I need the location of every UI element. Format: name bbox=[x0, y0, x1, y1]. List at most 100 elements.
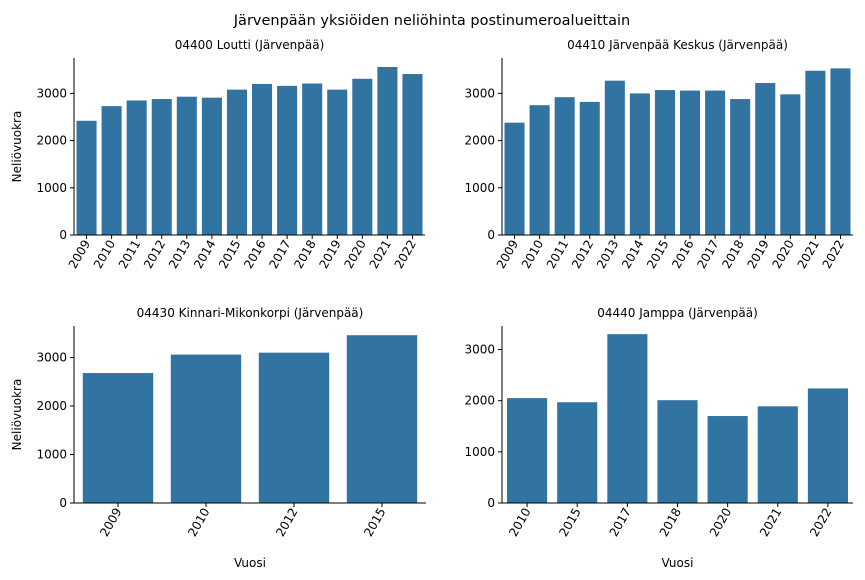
y-tick-label: 1000 bbox=[464, 445, 495, 459]
bar-2011 bbox=[126, 100, 147, 235]
x-tick-label: 2009 bbox=[66, 238, 93, 271]
x-tick-label: 2021 bbox=[757, 506, 784, 539]
y-tick-label: 3000 bbox=[464, 343, 495, 357]
y-tick-label: 1000 bbox=[36, 448, 67, 462]
x-tick-label: 2014 bbox=[619, 238, 646, 271]
bar-2012 bbox=[579, 101, 600, 235]
panel-title: 04430 Kinnari-Mikonkorpi (Järvenpää) bbox=[137, 306, 364, 320]
bar-2011 bbox=[554, 97, 575, 236]
bar-2017 bbox=[705, 90, 726, 236]
x-tick-label: 2020 bbox=[342, 238, 369, 271]
y-tick-label: 3000 bbox=[36, 351, 67, 365]
bar-2012 bbox=[258, 352, 330, 503]
x-tick-label: 2010 bbox=[91, 238, 118, 271]
x-tick-label: 2015 bbox=[556, 506, 583, 539]
y-axis-label: Neliövuokra bbox=[10, 379, 24, 451]
panel-2: 04410 Järvenpää Keskus (Järvenpää) 0 1000 2… bbox=[464, 38, 853, 271]
x-tick-label: 2019 bbox=[316, 238, 343, 271]
bar-2015 bbox=[557, 402, 598, 503]
bar-2010 bbox=[170, 354, 242, 503]
y-tick-label: 3000 bbox=[464, 86, 495, 100]
x-tick-label: 2013 bbox=[594, 238, 621, 271]
x-tick-label: 2018 bbox=[657, 506, 684, 539]
x-tick-label: 2022 bbox=[820, 238, 847, 271]
bar-2020 bbox=[780, 94, 801, 236]
x-tick-label: 2018 bbox=[719, 238, 746, 271]
x-tick-label: 2010 bbox=[506, 506, 533, 539]
x-tick-label: 2022 bbox=[807, 506, 834, 539]
x-tick-label: 2022 bbox=[392, 238, 419, 271]
bar-2014 bbox=[629, 93, 650, 236]
y-tick-label: 1000 bbox=[36, 181, 67, 195]
x-tick-label: 2011 bbox=[544, 238, 571, 271]
bar-2016 bbox=[252, 83, 273, 236]
x-tick-label: 2021 bbox=[795, 238, 822, 271]
x-tick-label: 2015 bbox=[216, 238, 243, 271]
bar-2018 bbox=[302, 83, 323, 235]
y-tick-label: 1000 bbox=[464, 181, 495, 195]
x-tick-label: 2015 bbox=[644, 238, 671, 271]
x-tick-label: 2014 bbox=[191, 238, 218, 271]
x-tick-label: 2013 bbox=[166, 238, 193, 271]
x-tick-label: 2015 bbox=[361, 506, 388, 539]
y-tick-label: 0 bbox=[59, 228, 67, 242]
panel-title: 04440 Jamppa (Järvenpää) bbox=[597, 306, 758, 320]
bar-2010 bbox=[529, 105, 550, 235]
bar-2010 bbox=[101, 106, 122, 235]
x-tick-label: 2010 bbox=[185, 506, 212, 539]
x-tick-label: 2016 bbox=[669, 238, 696, 271]
x-tick-label: 2012 bbox=[141, 238, 168, 271]
bar-2021 bbox=[805, 70, 826, 235]
x-tick-label: 2012 bbox=[273, 506, 300, 539]
y-tick-label: 2000 bbox=[36, 399, 67, 413]
y-tick-label: 2000 bbox=[36, 134, 67, 148]
bar-2015 bbox=[346, 335, 418, 503]
bar-2018 bbox=[730, 99, 751, 236]
panel-title: 04410 Järvenpää Keskus (Järvenpää) bbox=[567, 38, 788, 52]
panel-1: 04400 Loutti (Järvenpää) 0 1000 2000 3000 200… bbox=[10, 38, 425, 271]
bar-2021 bbox=[757, 406, 798, 503]
bar-2021 bbox=[377, 66, 398, 235]
x-tick-label: 2017 bbox=[694, 238, 721, 271]
bar-2012 bbox=[151, 99, 172, 236]
bar-2009 bbox=[82, 373, 154, 503]
x-tick-label: 2020 bbox=[707, 506, 734, 539]
x-axis-label: Vuosi bbox=[662, 556, 694, 570]
bar-2014 bbox=[201, 97, 222, 235]
x-tick-label: 2018 bbox=[291, 238, 318, 271]
bar-2015 bbox=[654, 90, 675, 235]
y-tick-label: 0 bbox=[487, 496, 495, 510]
y-tick-label: 0 bbox=[59, 496, 67, 510]
x-tick-label: 2020 bbox=[770, 238, 797, 271]
bar-2009 bbox=[76, 120, 97, 235]
y-axis-label: Neliövuokra bbox=[10, 111, 24, 183]
figure-suptitle: Järvenpään yksiöiden neliöhinta postinum… bbox=[233, 13, 630, 29]
y-tick-label: 2000 bbox=[464, 394, 495, 408]
x-tick-label: 2009 bbox=[494, 238, 521, 271]
x-tick-label: 2009 bbox=[97, 506, 124, 539]
x-tick-label: 2021 bbox=[367, 238, 394, 271]
x-tick-label: 2019 bbox=[744, 238, 771, 271]
bar-2017 bbox=[277, 85, 298, 236]
bar-2013 bbox=[176, 96, 197, 235]
bar-2017 bbox=[607, 334, 648, 503]
x-tick-label: 2017 bbox=[607, 506, 634, 539]
x-axis-label: Vuosi bbox=[234, 556, 266, 570]
bar-2018 bbox=[657, 400, 698, 503]
bar-2019 bbox=[755, 83, 776, 236]
bar-2022 bbox=[402, 74, 423, 235]
bar-2010 bbox=[507, 398, 548, 503]
y-tick-label: 2000 bbox=[464, 134, 495, 148]
bar-2020 bbox=[352, 78, 373, 235]
panel-3: 04430 Kinnari-Mikonkorpi (Järvenpää) 0 100… bbox=[10, 306, 426, 570]
x-tick-label: 2011 bbox=[116, 238, 143, 271]
x-tick-label: 2010 bbox=[519, 238, 546, 271]
bar-2016 bbox=[680, 90, 701, 236]
bar-2020 bbox=[707, 416, 748, 503]
bar-2009 bbox=[504, 122, 525, 235]
bar-2019 bbox=[327, 89, 348, 236]
x-tick-label: 2012 bbox=[569, 238, 596, 271]
bar-2022 bbox=[830, 68, 851, 235]
bar-2022 bbox=[807, 388, 848, 503]
